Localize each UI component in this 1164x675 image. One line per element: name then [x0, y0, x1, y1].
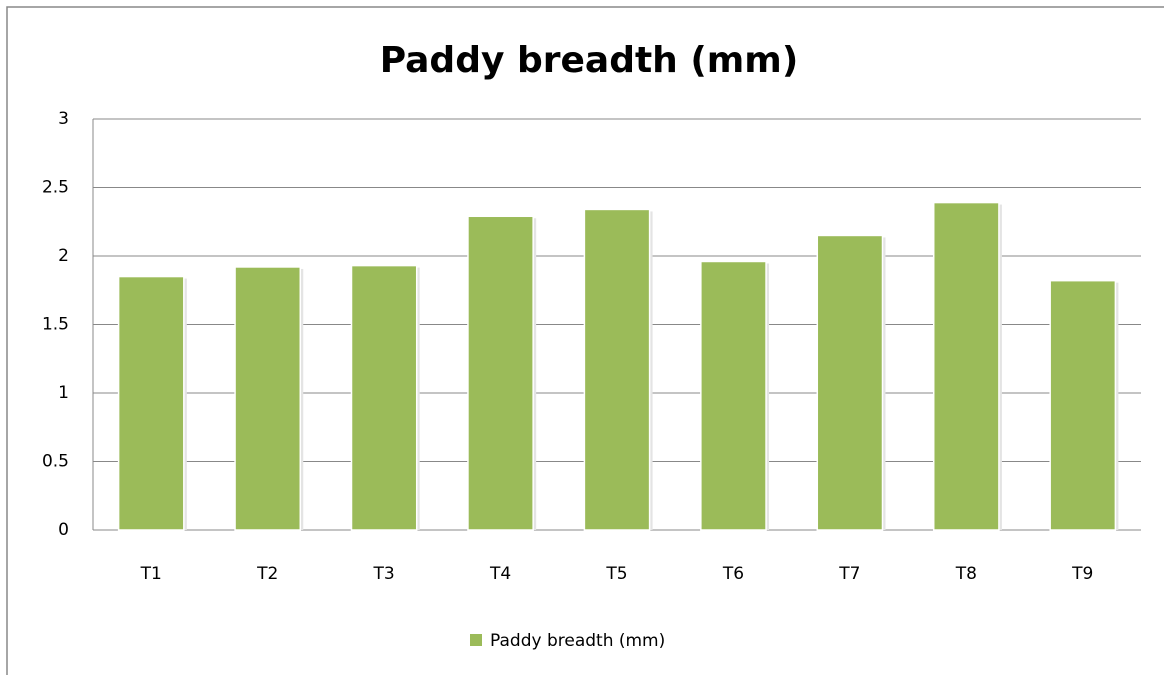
y-tick-label: 1 — [58, 383, 69, 403]
bar — [467, 215, 534, 531]
bar — [350, 264, 418, 531]
bar — [700, 260, 767, 531]
bar — [117, 275, 185, 531]
legend-marker — [470, 634, 482, 646]
bar — [816, 234, 884, 531]
x-tick-label: T5 — [605, 564, 627, 584]
bar — [1049, 279, 1117, 531]
y-tick-label: 0 — [58, 520, 69, 540]
x-tick-label: T1 — [140, 564, 162, 584]
chart-title: Paddy breadth (mm) — [380, 40, 799, 81]
x-tick-label: T9 — [1071, 564, 1093, 584]
bar — [583, 208, 651, 531]
y-tick-label: 1.5 — [42, 315, 69, 335]
x-tick-label: T7 — [838, 564, 860, 584]
x-tick-label: T8 — [955, 564, 977, 584]
x-tick-label: T4 — [489, 564, 511, 584]
bar — [932, 201, 1000, 531]
x-tick-label: T2 — [256, 564, 278, 584]
x-tick-label: T6 — [722, 564, 744, 584]
legend-label: Paddy breadth (mm) — [490, 631, 665, 651]
y-tick-label: 0.5 — [42, 452, 69, 472]
x-tick-label: T3 — [373, 564, 395, 584]
y-tick-label: 2.5 — [42, 178, 69, 198]
y-tick-label: 3 — [58, 109, 69, 129]
bar — [234, 266, 302, 531]
y-tick-label: 2 — [58, 246, 69, 266]
